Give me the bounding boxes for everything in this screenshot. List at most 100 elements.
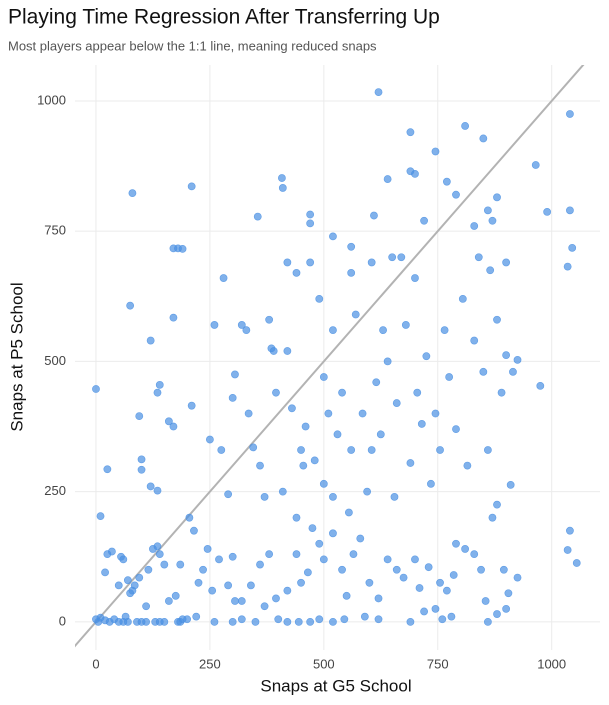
point — [568, 243, 577, 252]
point — [502, 351, 511, 360]
point — [479, 367, 488, 376]
point — [210, 321, 219, 329]
point — [215, 555, 223, 564]
point — [137, 465, 146, 474]
point — [374, 88, 383, 96]
point — [269, 347, 278, 355]
point — [452, 190, 460, 199]
y-tick-label: 1000 — [37, 92, 66, 107]
point — [319, 555, 328, 564]
point — [477, 565, 485, 574]
point — [374, 615, 383, 624]
point — [506, 480, 515, 489]
point — [119, 555, 128, 564]
point — [367, 258, 376, 267]
point — [301, 422, 310, 431]
point — [420, 607, 428, 616]
point — [228, 552, 237, 561]
point — [192, 612, 201, 621]
point — [488, 216, 497, 225]
point — [135, 573, 144, 582]
point — [499, 565, 508, 574]
point — [340, 615, 349, 624]
point — [493, 193, 501, 202]
point — [436, 578, 444, 587]
x-tick-label: 0 — [92, 656, 99, 671]
point — [183, 615, 192, 624]
point — [278, 174, 286, 182]
point — [126, 589, 135, 598]
point — [493, 500, 501, 509]
point — [342, 591, 351, 600]
point — [130, 581, 139, 590]
point — [247, 581, 255, 590]
point — [315, 539, 324, 548]
point — [406, 128, 415, 137]
point — [486, 266, 495, 275]
point — [338, 565, 346, 574]
point — [283, 617, 292, 626]
point — [253, 212, 262, 221]
point — [483, 617, 492, 626]
point — [442, 586, 451, 595]
point — [169, 313, 178, 322]
point — [96, 512, 105, 521]
point — [347, 268, 356, 277]
points — [92, 88, 581, 626]
point — [237, 615, 246, 624]
point — [185, 513, 194, 522]
point — [438, 615, 447, 624]
y-tick-label: 500 — [44, 353, 66, 368]
point — [372, 378, 381, 387]
point — [461, 122, 470, 130]
point — [392, 399, 401, 407]
point — [121, 612, 130, 621]
point — [383, 357, 392, 366]
point — [153, 542, 162, 551]
point — [329, 232, 337, 241]
point — [319, 373, 328, 381]
point — [329, 492, 337, 501]
point — [244, 409, 253, 418]
y-tick-label: 0 — [59, 613, 66, 628]
point — [256, 560, 264, 569]
reference — [75, 65, 585, 648]
chart-title: Playing Time Regression After Transferri… — [8, 6, 440, 29]
point — [274, 615, 283, 624]
point — [427, 479, 435, 488]
point — [297, 446, 305, 454]
point — [376, 430, 385, 439]
x-tick-label: 250 — [199, 656, 221, 671]
point — [497, 388, 506, 397]
point — [324, 409, 333, 418]
point — [135, 412, 144, 421]
point — [333, 430, 342, 439]
point — [260, 492, 269, 501]
point — [513, 355, 522, 364]
point — [103, 465, 112, 474]
point — [315, 294, 324, 303]
point — [224, 490, 233, 499]
point — [349, 550, 358, 559]
point — [278, 184, 287, 192]
point — [171, 591, 180, 600]
point — [374, 594, 383, 603]
point — [431, 147, 440, 156]
y-tick-label: 250 — [44, 483, 66, 498]
point — [228, 393, 237, 402]
point — [144, 565, 153, 574]
point — [283, 347, 292, 355]
point — [431, 409, 440, 418]
point — [231, 370, 239, 379]
point — [392, 565, 401, 574]
point — [513, 573, 522, 582]
point — [315, 615, 324, 624]
point — [306, 258, 315, 267]
point — [292, 550, 301, 559]
identity-line — [75, 65, 585, 648]
point — [92, 385, 100, 393]
point — [452, 539, 460, 548]
point — [458, 294, 467, 303]
y-tick-label: 750 — [44, 223, 66, 238]
